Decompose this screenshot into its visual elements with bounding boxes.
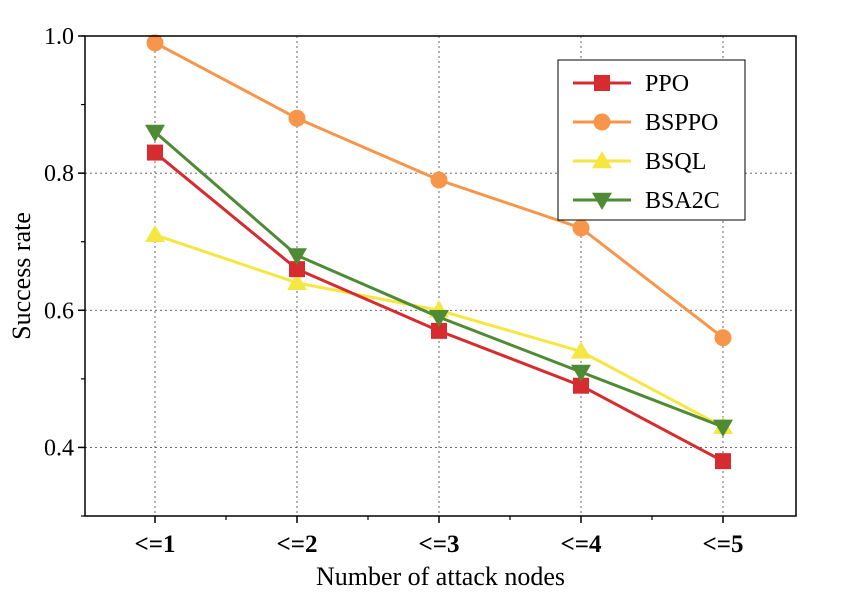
data-point (715, 453, 731, 470)
legend-marker (592, 151, 612, 169)
data-point (147, 144, 163, 161)
legend-entry: PPO (573, 71, 689, 97)
ticks: 0.4 0.6 0.8 1.0 <=1 <=2 <=3 <=4 <=5 (44, 24, 744, 558)
legend-box (557, 59, 746, 221)
legend: PPO BSPPO BSQL BSA2C (557, 59, 746, 221)
data-point (714, 329, 732, 347)
legend-entry: BSA2C (573, 188, 720, 214)
x-tick-label: <=4 (561, 531, 602, 558)
legend-entry: BSQL (573, 149, 706, 175)
legend-label: BSA2C (645, 188, 720, 214)
series-bsa2c (145, 124, 733, 437)
legend-marker (592, 192, 612, 210)
y-tick-label: 0.4 (44, 435, 74, 461)
legend-label: BSQL (645, 149, 706, 175)
data-point (713, 419, 733, 437)
data-point (571, 364, 591, 382)
legend-marker (594, 75, 610, 91)
x-tick-label: <=3 (419, 531, 460, 558)
y-tick-label: 0.8 (44, 161, 74, 187)
x-tick-label: <=5 (703, 531, 744, 558)
x-tick-label: <=1 (135, 531, 176, 558)
data-point (429, 309, 449, 328)
data-point (146, 34, 164, 52)
series-bsppo (146, 34, 732, 347)
data-point (145, 124, 165, 142)
plot-frame (84, 35, 797, 517)
legend-entry: BSPPO (573, 110, 718, 136)
data-point (573, 377, 589, 394)
legend-marker (593, 113, 611, 131)
legend-label: BSPPO (645, 110, 718, 136)
data-point (145, 224, 165, 243)
y-tick-label: 0.6 (44, 298, 74, 324)
data-point (288, 109, 306, 127)
series-layer (145, 34, 733, 470)
data-point (287, 248, 307, 266)
x-axis-label: Number of attack nodes (316, 562, 565, 591)
data-point (430, 171, 448, 189)
data-point (571, 341, 591, 359)
data-point (431, 322, 447, 339)
data-point (289, 261, 305, 278)
y-axis-label: Success rate (7, 212, 36, 340)
x-tick-label: <=2 (277, 531, 318, 558)
series-ppo (147, 144, 731, 470)
data-point (572, 219, 590, 237)
data-point (287, 272, 307, 291)
y-tick-label: 1.0 (44, 24, 74, 50)
legend-label: PPO (645, 71, 689, 97)
